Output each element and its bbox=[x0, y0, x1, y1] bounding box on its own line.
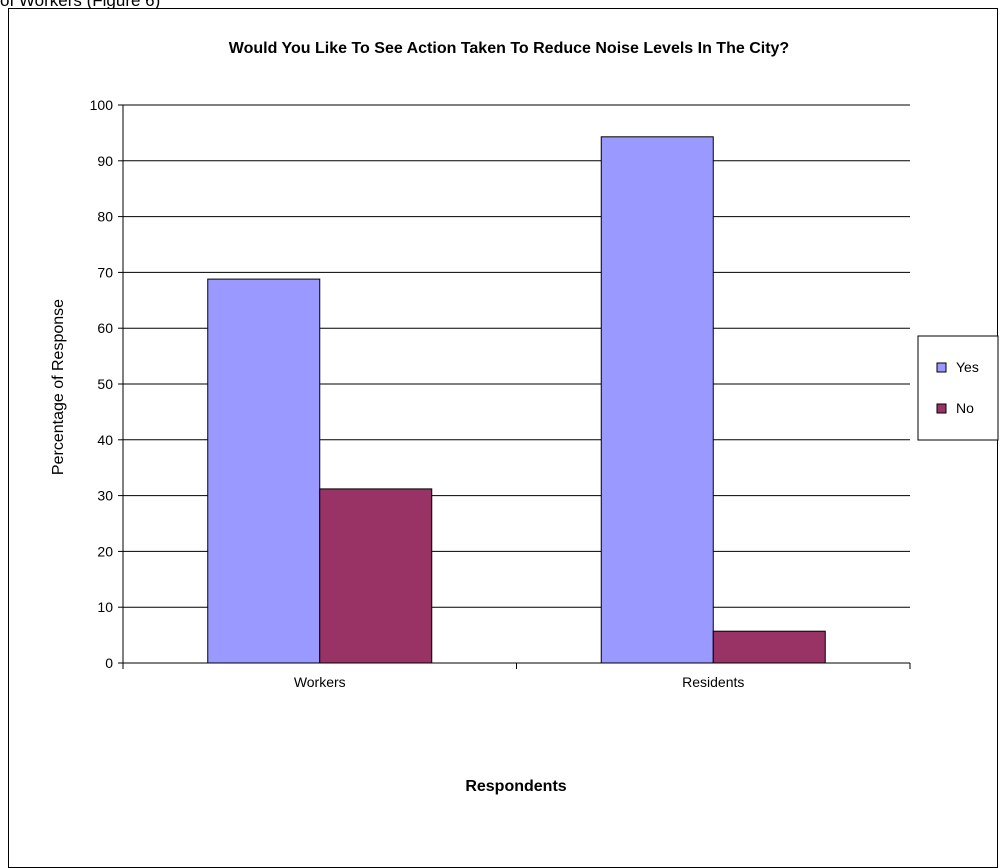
axes bbox=[118, 104, 911, 669]
y-tick-label: 10 bbox=[97, 599, 113, 615]
x-tick-label: Workers bbox=[294, 674, 346, 690]
x-tick-label: Residents bbox=[682, 674, 744, 690]
chart-frame bbox=[8, 8, 998, 868]
x-tick-labels: Workers Residents bbox=[294, 674, 745, 690]
y-tick-label: 70 bbox=[97, 264, 113, 280]
bars bbox=[207, 136, 826, 664]
y-tick-label: 50 bbox=[97, 376, 113, 392]
y-tick-label: 80 bbox=[97, 209, 113, 225]
y-tick-label: 20 bbox=[97, 543, 113, 559]
bar-no-residents bbox=[712, 630, 826, 664]
bar-no-workers bbox=[319, 488, 433, 664]
y-tick-label: 30 bbox=[97, 488, 113, 504]
bar-yes-workers bbox=[207, 278, 321, 664]
legend-label-yes: Yes bbox=[956, 359, 979, 375]
y-tick-label: 60 bbox=[97, 320, 113, 336]
x-axis-label: Respondents bbox=[465, 778, 566, 795]
y-tick-label: 100 bbox=[90, 97, 114, 113]
y-axis-label: Percentage of Response bbox=[50, 299, 67, 475]
y-tick-labels: 0 10 20 30 40 50 60 70 80 90 100 bbox=[90, 97, 114, 671]
y-tick-label: 40 bbox=[97, 432, 113, 448]
legend-swatch-no bbox=[936, 403, 947, 414]
bar-yes-residents bbox=[600, 136, 714, 664]
y-tick-label: 0 bbox=[105, 655, 113, 671]
legend-box bbox=[917, 335, 999, 441]
chart-title: Would You Like To See Action Taken To Re… bbox=[229, 40, 789, 57]
figure-caption: of Workers (Figure 6) bbox=[0, 0, 161, 10]
legend: Yes No bbox=[917, 335, 999, 441]
legend-label-no: No bbox=[956, 400, 974, 416]
legend-swatch-yes bbox=[936, 362, 947, 373]
y-tick-label: 90 bbox=[97, 153, 113, 169]
